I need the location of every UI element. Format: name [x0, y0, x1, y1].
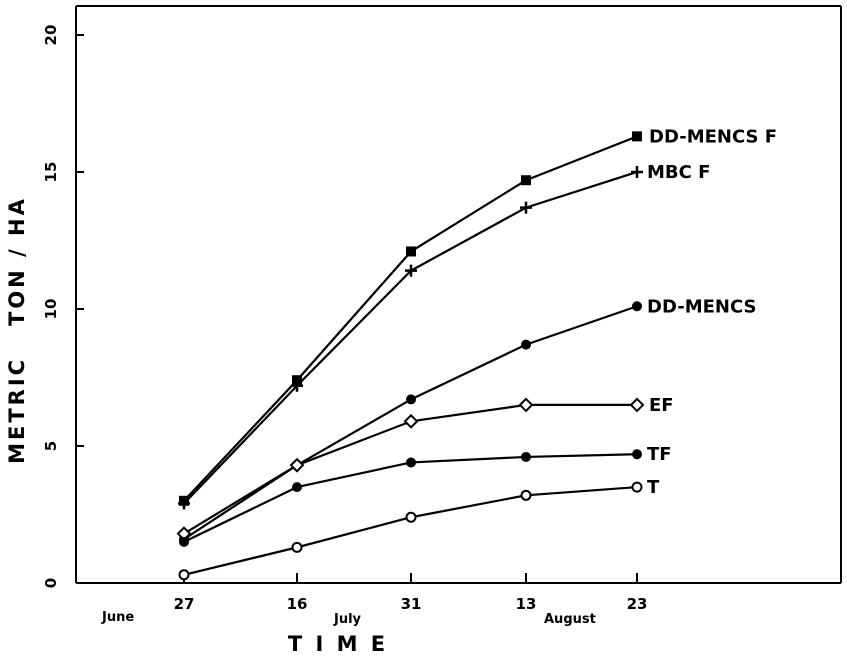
x-axis-title: T I M E	[288, 632, 388, 656]
y-axis-title: METRIC TON / HA	[5, 196, 29, 464]
data-point	[521, 175, 531, 186]
x-tick-label: 16	[287, 595, 308, 613]
series-mbc-f	[178, 166, 643, 510]
y-tick-label: 5	[42, 441, 60, 451]
data-point	[292, 482, 302, 493]
data-point	[632, 449, 642, 460]
series-dd-mencs-f	[179, 131, 642, 506]
data-point	[406, 246, 416, 257]
series-layer	[176, 131, 645, 581]
series-label: EF	[649, 395, 674, 416]
x-tick-label: 31	[401, 595, 422, 613]
series-line	[183, 135, 638, 502]
data-point	[632, 301, 642, 312]
month-label: July	[333, 612, 362, 627]
series-ef	[176, 397, 645, 542]
data-point	[291, 379, 303, 392]
x-tick-label: 13	[516, 595, 537, 613]
series-label: MBC F	[647, 162, 710, 183]
data-point	[632, 131, 642, 142]
y-tick-label: 10	[42, 299, 60, 320]
labels-layer: DD-MENCS F MBC F DD-MENCS EF TF T	[647, 126, 777, 498]
data-point	[289, 457, 305, 473]
series-line	[183, 486, 638, 576]
y-tick-label: 0	[42, 578, 60, 588]
data-point	[403, 413, 419, 429]
data-point	[520, 489, 532, 501]
data-point	[521, 451, 531, 462]
data-point	[405, 264, 417, 277]
data-point	[631, 166, 643, 178]
data-point	[178, 569, 190, 581]
x-tick-label: 27	[174, 595, 195, 613]
x-tick-label: 23	[627, 595, 648, 613]
data-point	[406, 457, 416, 468]
series-tf	[179, 449, 642, 547]
data-point	[521, 339, 531, 350]
data-point	[178, 497, 190, 510]
y-tick-label: 15	[42, 162, 60, 183]
axes: 0 5 10 15 20 27 16 31 13 23 June July August	[42, 5, 842, 627]
data-point	[520, 201, 532, 214]
series-line	[183, 170, 638, 505]
data-point	[179, 536, 189, 547]
data-point	[405, 511, 417, 523]
data-point	[291, 541, 303, 553]
month-label: June	[101, 610, 134, 625]
series-label: DD-MENCS	[647, 296, 756, 317]
data-point	[631, 481, 643, 493]
data-point	[629, 397, 645, 413]
series-t	[178, 481, 643, 581]
data-point	[518, 397, 534, 413]
data-point	[406, 394, 416, 405]
month-label: August	[544, 612, 596, 627]
series-label: T	[647, 477, 660, 498]
series-label: DD-MENCS F	[649, 126, 777, 147]
series-label: TF	[647, 444, 672, 465]
y-tick-label: 20	[42, 25, 60, 46]
